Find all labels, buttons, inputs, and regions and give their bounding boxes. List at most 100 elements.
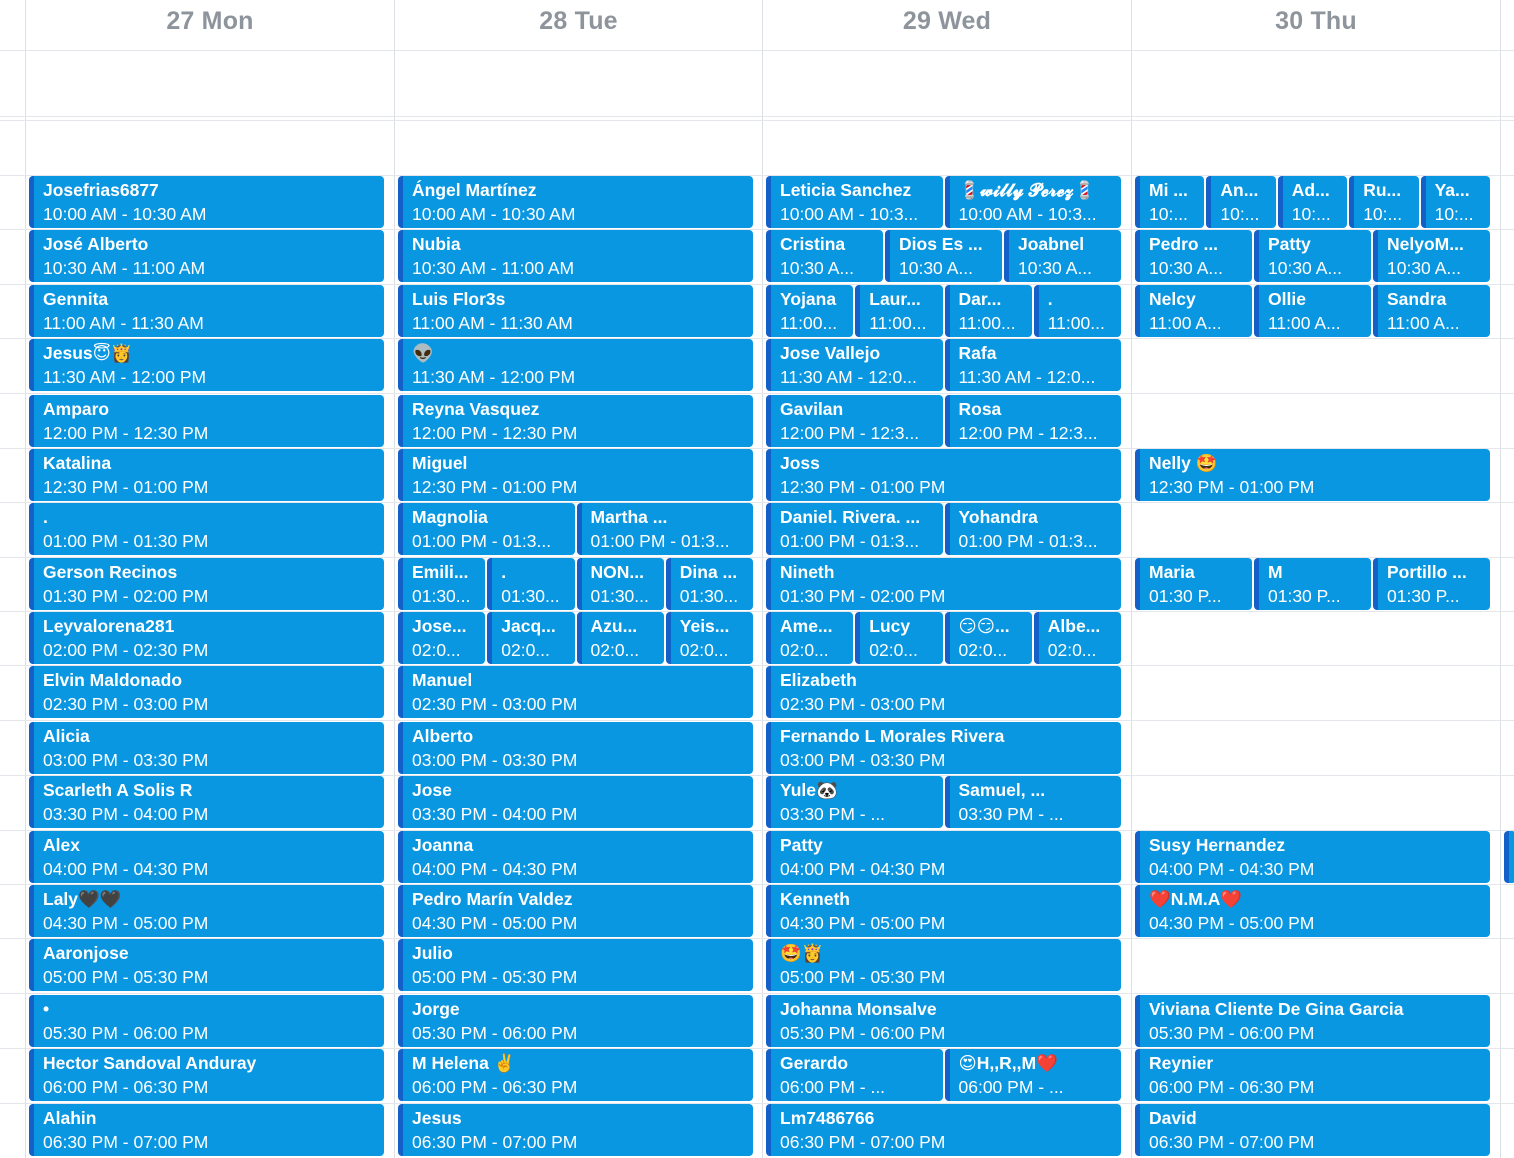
calendar-event[interactable]: Yohandra 01:00 PM - 01:3... (944, 503, 1121, 555)
calendar-event[interactable]: Albe... 02:0... (1033, 612, 1121, 664)
calendar-event[interactable]: Joabnel 10:30 A... (1004, 230, 1121, 282)
calendar-event[interactable]: Emili... 01:30... (398, 558, 486, 610)
calendar-event[interactable]: Lm7486766 06:30 PM - 07:00 PM (766, 1104, 1121, 1156)
calendar-event[interactable]: Magnolia 01:00 PM - 01:3... (398, 503, 575, 555)
calendar-event[interactable]: Jacq... 02:0... (487, 612, 575, 664)
calendar-event[interactable]: Rosa 12:00 PM - 12:3... (944, 395, 1121, 447)
calendar-event[interactable]: Aaronjose 05:00 PM - 05:30 PM (29, 939, 384, 991)
calendar-event[interactable]: • 05:30 PM - 06:00 PM (29, 995, 384, 1047)
calendar-event[interactable]: An... 10:... (1206, 176, 1276, 228)
calendar-event[interactable]: José Alberto 10:30 AM - 11:00 AM (29, 230, 384, 282)
calendar-event[interactable]: Alahin 06:30 PM - 07:00 PM (29, 1104, 384, 1156)
calendar-event[interactable]: Fernando L Morales Rivera 03:00 PM - 03:3… (766, 722, 1121, 774)
calendar-event[interactable]: Nubia 10:30 AM - 11:00 AM (398, 230, 753, 282)
calendar-event[interactable]: Viviana Cliente De Gina Garcia 05:30 PM -… (1135, 995, 1490, 1047)
calendar-event[interactable]: Miguel 12:30 PM - 01:00 PM (398, 449, 753, 501)
calendar-event[interactable]: Johanna Monsalve 05:30 PM - 06:00 PM (766, 995, 1121, 1047)
calendar-event[interactable]: Gerardo 06:00 PM - ... (766, 1049, 943, 1101)
calendar-event[interactable]: NelyoM... 10:30 A... (1373, 230, 1490, 282)
calendar-event[interactable]: Jesus 06:30 PM - 07:00 PM (398, 1104, 753, 1156)
calendar-event[interactable]: Manuel 02:30 PM - 03:00 PM (398, 666, 753, 718)
calendar-event[interactable]: Yojana 11:00... (766, 285, 854, 337)
calendar-event[interactable]: Ollie 11:00 A... (1254, 285, 1371, 337)
calendar-event[interactable]: Daniel. Rivera. ... 01:00 PM - 01:3... (766, 503, 943, 555)
calendar-event[interactable]: M 01:30 P... (1254, 558, 1371, 610)
calendar-event[interactable]: Pedro Marín Valdez 04:30 PM - 05:00 PM (398, 885, 753, 937)
calendar-event[interactable]: Ad... 10:... (1277, 176, 1348, 228)
calendar-event[interactable]: Lucy 02:0... (855, 612, 943, 664)
calendar-event[interactable]: Elizabeth 02:30 PM - 03:00 PM (766, 666, 1121, 718)
calendar-event[interactable]: Patty 04:00 PM - 04:30 PM (766, 831, 1121, 883)
calendar-event[interactable]: Patty 10:30 A... (1254, 230, 1371, 282)
calendar-event[interactable]: Amparo 12:00 PM - 12:30 PM (29, 395, 384, 447)
calendar-event[interactable]: 👽 11:30 AM - 12:00 PM (398, 339, 753, 391)
calendar-event[interactable]: Alex 04:00 PM - 04:30 PM (29, 831, 384, 883)
calendar-event[interactable]: Sandra 11:00 A... (1373, 285, 1490, 337)
calendar-event[interactable]: Azu... 02:0... (576, 612, 664, 664)
calendar-event[interactable]: . 01:00 PM - 01:30 PM (29, 503, 384, 555)
calendar-event[interactable]: Martha ... 01:00 PM - 01:3... (576, 503, 753, 555)
calendar-event[interactable]: Reyna Vasquez 12:00 PM - 12:30 PM (398, 395, 753, 447)
calendar-event[interactable]: Reynier 06:00 PM - 06:30 PM (1135, 1049, 1490, 1101)
calendar-event[interactable]: Alicia 03:00 PM - 03:30 PM (29, 722, 384, 774)
calendar-event[interactable]: Dina ... 01:30... (665, 558, 753, 610)
calendar-event[interactable]: Portillo ... 01:30 P... (1373, 558, 1490, 610)
calendar-event[interactable]: Jorge 05:30 PM - 06:00 PM (398, 995, 753, 1047)
day-header-thu[interactable]: 30 Thu (1275, 7, 1357, 35)
calendar-event[interactable]: Ru... 10:... (1349, 176, 1419, 228)
calendar-event[interactable]: Mi ... 10:... (1135, 176, 1205, 228)
calendar-event[interactable]: 🤩👸 05:00 PM - 05:30 PM (766, 939, 1121, 991)
calendar-event[interactable]: Rafa 11:30 AM - 12:0... (944, 339, 1121, 391)
calendar-event[interactable]: Jose 03:30 PM - 04:00 PM (398, 776, 753, 828)
calendar-event[interactable]: Nineth 01:30 PM - 02:00 PM (766, 558, 1121, 610)
calendar-event[interactable]: Gavilan 12:00 PM - 12:3... (766, 395, 943, 447)
day-header-tue[interactable]: 28 Tue (539, 7, 618, 35)
calendar-event[interactable]: Susy Hernandez 04:00 PM - 04:30 PM (1135, 831, 1490, 883)
calendar-event[interactable]: Laly🖤🖤 04:30 PM - 05:00 PM (29, 885, 384, 937)
calendar-event[interactable]: Hector Sandoval Anduray 06:00 PM - 06:30 … (29, 1049, 384, 1101)
calendar-event[interactable]: Maria 01:30 P... (1135, 558, 1252, 610)
day-header-mon[interactable]: 27 Mon (166, 7, 254, 35)
calendar-event[interactable]: Joanna 04:00 PM - 04:30 PM (398, 831, 753, 883)
calendar-event[interactable]: Dios Es ... 10:30 A... (885, 230, 1002, 282)
calendar-event[interactable]: Gennita 11:00 AM - 11:30 AM (29, 285, 384, 337)
calendar-event[interactable]: Luis Flor3s 11:00 AM - 11:30 AM (398, 285, 753, 337)
calendar-event[interactable]: Julio 05:00 PM - 05:30 PM (398, 939, 753, 991)
calendar-event[interactable]: David 06:30 PM - 07:00 PM (1135, 1104, 1490, 1156)
calendar-event[interactable]: Katalina 12:30 PM - 01:00 PM (29, 449, 384, 501)
calendar-event[interactable]: Yeis... 02:0... (665, 612, 753, 664)
calendar-event[interactable]: Nelcy 11:00 A... (1135, 285, 1252, 337)
calendar-event[interactable]: Joss 12:30 PM - 01:00 PM (766, 449, 1121, 501)
calendar-event[interactable]: Ya... 10:... (1420, 176, 1490, 228)
calendar-event[interactable]: M Helena ✌️ 06:00 PM - 06:30 PM (398, 1049, 753, 1101)
calendar-event[interactable]: Jose... 02:0... (398, 612, 486, 664)
calendar-event[interactable]: Ame... 02:0... (766, 612, 854, 664)
calendar-event[interactable]: 💈𝔀𝓲𝓵𝓵𝔂 𝓟𝓮𝓻𝓮𝔃💈 10:00 AM - 10:3... (944, 176, 1121, 228)
calendar-event[interactable]: Kenneth 04:30 PM - 05:00 PM (766, 885, 1121, 937)
calendar-event[interactable]: Alberto 03:00 PM - 03:30 PM (398, 722, 753, 774)
calendar-event[interactable]: Josefrias6877 10:00 AM - 10:30 AM (29, 176, 384, 228)
calendar-event[interactable]: Nelly 🤩 12:30 PM - 01:00 PM (1135, 449, 1490, 501)
calendar-event[interactable]: Jose Vallejo 11:30 AM - 12:0... (766, 339, 943, 391)
calendar-event[interactable]: Cristina 10:30 A... (766, 230, 883, 282)
calendar-event[interactable]: Leyvalorena281 02:00 PM - 02:30 PM (29, 612, 384, 664)
calendar-event[interactable]: NON... 01:30... (576, 558, 664, 610)
calendar-event[interactable]: Dar... 11:00... (944, 285, 1032, 337)
calendar-event[interactable]: Scarleth A Solis R 03:30 PM - 04:00 PM (29, 776, 384, 828)
calendar-event[interactable]: ❤️N.M.A❤️ 04:30 PM - 05:00 PM (1135, 885, 1490, 937)
calendar-event[interactable]: Samuel, ... 03:30 PM - ... (944, 776, 1121, 828)
calendar-event[interactable]: Elvin Maldonado 02:30 PM - 03:00 PM (29, 666, 384, 718)
calendar-event[interactable]: Laur... 11:00... (855, 285, 943, 337)
calendar-event[interactable]: Jesus😇👸 11:30 AM - 12:00 PM (29, 339, 384, 391)
calendar-event-offscreen[interactable] (1504, 831, 1514, 883)
calendar-event[interactable]: 😍H,,R,,M❤️ 06:00 PM - ... (944, 1049, 1121, 1101)
calendar-event[interactable]: Leticia Sanchez 10:00 AM - 10:3... (766, 176, 943, 228)
calendar-event[interactable]: Ángel Martínez 10:00 AM - 10:30 AM (398, 176, 753, 228)
calendar-event[interactable]: . 01:30... (487, 558, 575, 610)
calendar-event[interactable]: . 11:00... (1033, 285, 1121, 337)
calendar-event[interactable]: 😏😏... 02:0... (944, 612, 1032, 664)
calendar-event[interactable]: Pedro ... 10:30 A... (1135, 230, 1252, 282)
calendar-event[interactable]: Gerson Recinos 01:30 PM - 02:00 PM (29, 558, 384, 610)
day-header-wed[interactable]: 29 Wed (902, 7, 992, 35)
calendar-event[interactable]: Yule🐼 03:30 PM - ... (766, 776, 943, 828)
